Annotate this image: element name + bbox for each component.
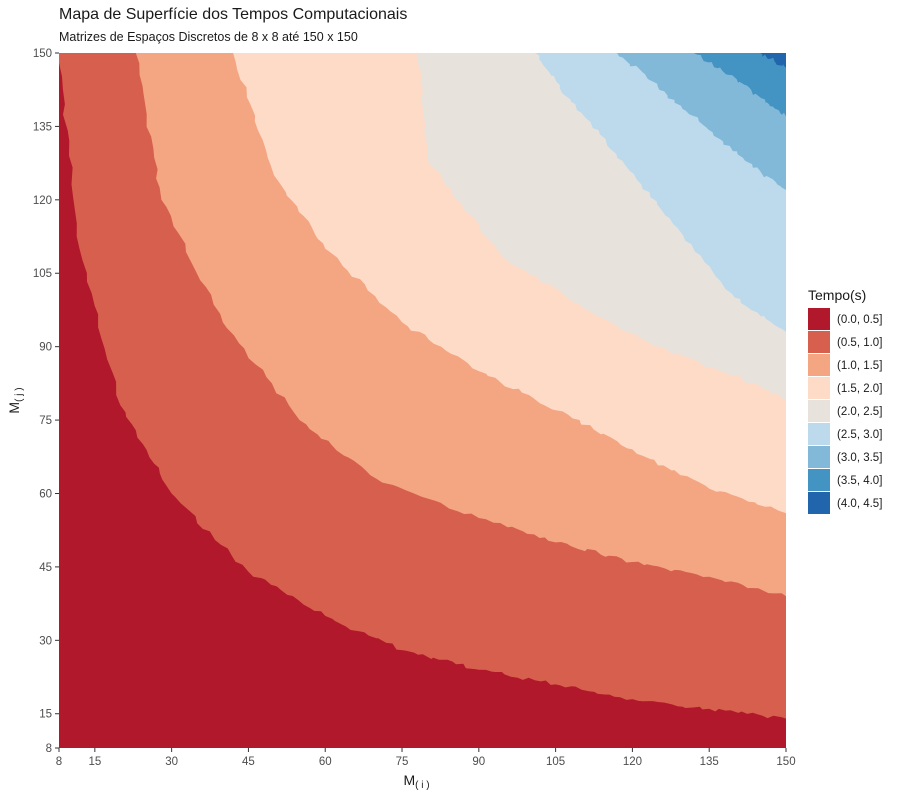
legend-label: (4.0, 4.5] (837, 498, 882, 510)
legend-swatch (808, 308, 830, 330)
x-tick-label: 90 (472, 756, 485, 768)
y-tick-label: 75 (39, 415, 52, 427)
x-tick-label: 45 (242, 756, 255, 768)
x-tick-label: 120 (623, 756, 642, 768)
chart-title: Mapa de Superfície dos Tempos Computacio… (59, 6, 408, 23)
legend-label: (2.5, 3.0] (837, 429, 882, 441)
plot-area (59, 53, 787, 748)
legend-swatch (808, 492, 830, 514)
x-tick-label: 150 (776, 756, 795, 768)
y-axis-title-sub: ( j ) (14, 387, 25, 401)
y-axis-title-main: M (6, 402, 22, 414)
x-tick-label: 75 (396, 756, 409, 768)
legend-label: (1.5, 2.0] (837, 383, 882, 395)
legend-label: (3.0, 3.5] (837, 452, 882, 464)
legend-label: (2.0, 2.5] (837, 406, 882, 418)
y-tick-label: 120 (33, 195, 52, 207)
x-axis: 8 15 30 45 60 75 90 105 120 135 150 M( i ) (56, 748, 796, 791)
legend-swatch (808, 469, 830, 491)
band-7 (693, 53, 786, 117)
x-tick-label: 105 (546, 756, 565, 768)
chart-subtitle: Matrizes de Espaços Discretos de 8 x 8 a… (59, 30, 358, 44)
band-6 (617, 53, 786, 190)
legend-swatch (808, 400, 830, 422)
x-tick-label: 30 (165, 756, 178, 768)
legend-swatch (808, 331, 830, 353)
y-tick-label: 8 (46, 743, 52, 755)
y-tick-label: 15 (39, 709, 52, 721)
legend-label: (3.5, 4.0] (837, 475, 882, 487)
y-tick-label: 135 (33, 121, 52, 133)
y-axis: 8 15 30 45 60 75 90 105 120 135 150 M( j ) (6, 48, 59, 755)
x-tick-label: 60 (319, 756, 332, 768)
legend-swatch (808, 354, 830, 376)
x-tick-label: 8 (56, 756, 62, 768)
legend-swatch (808, 446, 830, 468)
y-tick-label: 90 (39, 342, 52, 354)
y-tick-label: 150 (33, 48, 52, 60)
y-tick-label: 60 (39, 488, 52, 500)
x-axis-title-main: M (403, 772, 415, 788)
y-tick-label: 30 (39, 635, 52, 647)
legend-label: (0.0, 0.5] (837, 314, 882, 326)
y-tick-label: 105 (33, 268, 52, 280)
legend-label: (1.0, 1.5] (837, 360, 882, 372)
legend-swatch (808, 377, 830, 399)
band-8 (760, 53, 786, 68)
y-axis-title: M( j ) (6, 387, 25, 413)
y-tick-label: 45 (39, 562, 52, 574)
legend-title: Tempo(s) (808, 287, 866, 303)
x-tick-label: 15 (88, 756, 101, 768)
y-axis-title-group: M( j ) (6, 387, 25, 413)
x-tick-label: 135 (700, 756, 719, 768)
legend-label: (0.5, 1.0] (837, 337, 882, 349)
x-axis-title: M( i ) (403, 772, 429, 791)
x-axis-title-sub: ( i ) (415, 780, 429, 791)
legend-swatch (808, 423, 830, 445)
legend: Tempo(s) (0.0, 0.5] (0.5, 1.0] (1.0, 1.5] (1… (808, 287, 882, 514)
